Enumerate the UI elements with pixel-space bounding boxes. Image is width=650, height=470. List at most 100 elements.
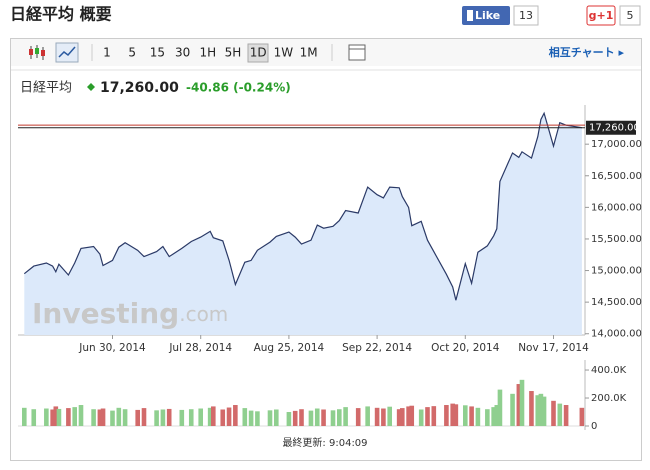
volume-bar: [135, 409, 140, 426]
volume-bar: [330, 410, 336, 426]
x-tick-label: Jun 30, 2014: [78, 342, 146, 354]
volume-bar: [267, 410, 273, 426]
volume-bar: [44, 408, 49, 426]
candle-icon[interactable]: [29, 45, 45, 60]
timeframe[interactable]: 1H: [199, 46, 216, 60]
plus-label: g+1: [589, 9, 614, 22]
volume-bar: [387, 406, 392, 426]
reference-label-bg: [586, 120, 636, 135]
volume-bar: [56, 408, 62, 426]
last-updated: 最終更新: 9:04:09: [282, 436, 367, 449]
volume-bar: [166, 408, 172, 426]
volume-bar: [314, 408, 320, 426]
timeframe[interactable]: 30: [175, 46, 190, 60]
volume-bar: [274, 409, 279, 426]
timeframe[interactable]: 1M: [300, 46, 318, 60]
volume-bar: [579, 407, 585, 426]
volume-bar: [242, 408, 248, 426]
volume-bar: [551, 400, 556, 426]
volume-bar: [188, 409, 194, 426]
volume-bar: [72, 407, 77, 426]
volume-bar: [255, 411, 260, 426]
volume-bar: [198, 408, 203, 426]
volume-bar: [497, 389, 503, 426]
volume-bar: [141, 408, 147, 426]
volume-bar: [463, 405, 468, 426]
y-tick-label: 16,000.00: [591, 202, 642, 213]
volume-bar: [160, 409, 166, 426]
volume-bar: [78, 405, 84, 426]
volume-bar: [475, 407, 481, 426]
volume-bar: [321, 409, 326, 426]
volume-bar: [494, 405, 500, 426]
volume-bar: [343, 407, 348, 426]
y-tick-label: 15,000.00: [591, 266, 642, 277]
x-tick-label: Jul 28, 2014: [168, 342, 232, 354]
y-tick-label: 16,500.00: [591, 171, 642, 182]
like-label: Like: [475, 9, 500, 22]
volume-bar: [450, 403, 455, 426]
volume-bar: [53, 406, 59, 426]
quote-price: 17,260.00: [100, 80, 179, 96]
volume-bar: [22, 407, 27, 426]
timeframe[interactable]: 5: [128, 46, 136, 60]
volume-bar: [563, 405, 569, 426]
toolbar-bg: [11, 39, 641, 66]
volume-bar: [396, 409, 402, 426]
timeframe[interactable]: 15: [150, 46, 165, 60]
volume-bar: [97, 409, 103, 426]
volume-bar: [355, 408, 361, 426]
volume-bar: [431, 406, 437, 426]
volume-bar: [31, 409, 37, 426]
like-bg: [462, 6, 510, 25]
plus-bg: [586, 5, 616, 26]
area: [24, 113, 582, 335]
x-tick-label: Nov 17, 2014: [518, 342, 589, 354]
volume-bar: [233, 405, 238, 426]
volume-bar: [529, 391, 534, 426]
volume-bar: [50, 409, 55, 426]
volume-bar: [535, 395, 541, 426]
volume-bar: [365, 406, 370, 426]
like-button[interactable]: Like: [462, 6, 510, 25]
volume-bar: [516, 384, 522, 426]
x-tick-label: Aug 25, 2014: [254, 342, 325, 354]
like-count-box: [513, 5, 539, 26]
y-tick-label: 15,500.00: [591, 234, 642, 245]
timeframe[interactable]: 1W: [274, 46, 294, 60]
y-tick-label: 400.0K: [591, 365, 627, 376]
layout-icon[interactable]: [348, 44, 366, 61]
volume-bar: [116, 407, 122, 426]
volume-bar: [154, 410, 159, 426]
volume-bar: [444, 405, 449, 426]
plus-button[interactable]: g+1: [586, 5, 616, 26]
timeframe[interactable]: 1: [103, 46, 111, 60]
volume-bar: [519, 379, 525, 426]
volume-bar: [425, 407, 430, 426]
watermark-brand: Investing: [32, 297, 179, 330]
volume-bar: [406, 406, 411, 426]
plus-count: 5: [627, 9, 634, 22]
volume-bar: [207, 407, 213, 426]
volume-bar: [110, 410, 115, 426]
page-title: 日経平均 概要: [10, 5, 112, 24]
timeframe-highlight: [247, 43, 269, 63]
quote-name: 日経平均: [20, 81, 72, 96]
y-tick-label: 200.0K: [591, 393, 627, 404]
volume-bar: [286, 412, 292, 426]
compare-link[interactable]: 相互チャート ▸: [549, 45, 625, 59]
volume-bar: [409, 405, 415, 426]
timeframe[interactable]: 1D: [250, 46, 267, 60]
volume-bar: [381, 408, 386, 426]
timeframe[interactable]: 5H: [225, 46, 242, 60]
line-icon[interactable]: [55, 42, 79, 63]
fb-icon: [467, 10, 473, 21]
volume-bar: [100, 408, 106, 426]
x-tick-label: Sep 22, 2014: [342, 342, 412, 354]
like-count: 13: [519, 9, 533, 22]
quote-icon: [87, 83, 95, 91]
quote-change: -40.86 (-0.24%): [186, 81, 291, 95]
y-tick-label: 14,500.00: [591, 297, 642, 308]
plus-count-box: [619, 5, 641, 26]
